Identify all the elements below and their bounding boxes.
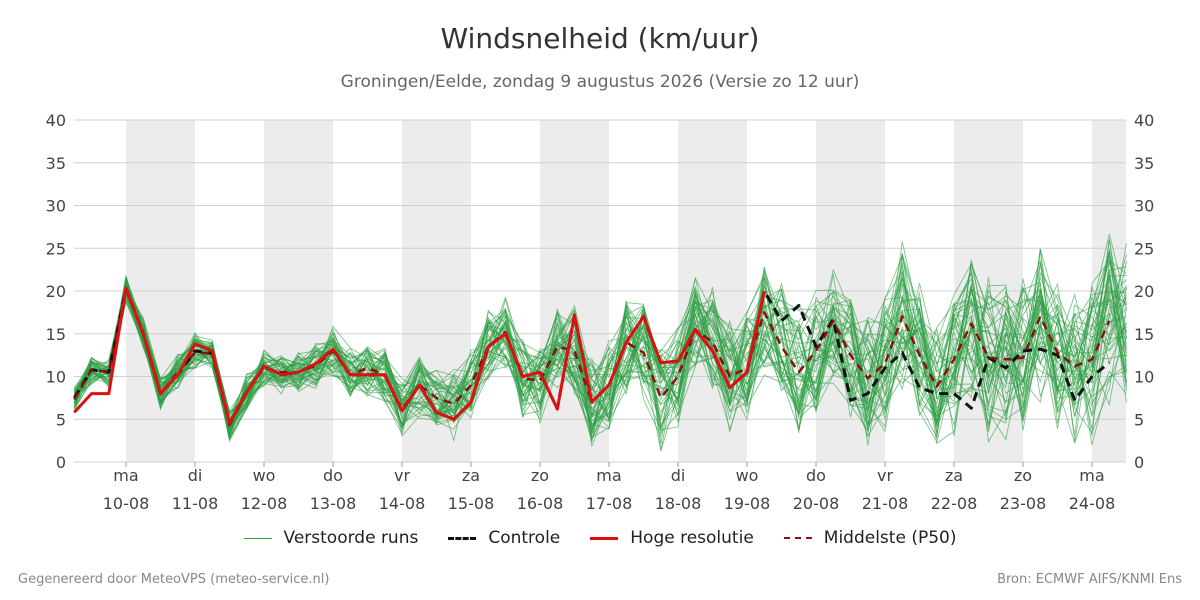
ensemble-line bbox=[73, 273, 1127, 441]
chart-title: Windsnelheid (km/uur) bbox=[440, 22, 760, 55]
y-tick-label-right: 15 bbox=[1134, 325, 1154, 344]
y-tick-label-left: 25 bbox=[46, 239, 66, 258]
x-tick-date: 14-08 bbox=[379, 494, 426, 513]
x-tick-day: vr bbox=[877, 466, 893, 485]
x-tick-day: zo bbox=[1014, 466, 1032, 485]
y-tick-label-left: 40 bbox=[46, 111, 66, 130]
y-tick-label-right: 20 bbox=[1134, 282, 1154, 301]
ensemble-line bbox=[73, 263, 1127, 428]
hoge-resolutie-line bbox=[73, 286, 766, 425]
legend-item-hoge-resolutie: Hoge resolutie bbox=[590, 528, 754, 548]
y-tick-label-right: 30 bbox=[1134, 197, 1154, 216]
x-tick-date: 11-08 bbox=[172, 494, 219, 513]
x-tick-day: wo bbox=[253, 466, 276, 485]
y-tick-label-left: 35 bbox=[46, 154, 66, 173]
y-tick-label-right: 10 bbox=[1134, 368, 1154, 387]
x-tick-day: za bbox=[462, 466, 480, 485]
ensemble-line bbox=[73, 276, 1127, 441]
y-tick-label-right: 25 bbox=[1134, 239, 1154, 258]
legend: Verstoorde runs Controle Hoge resolutie … bbox=[0, 528, 1200, 548]
y-tick-label-left: 5 bbox=[56, 410, 66, 429]
x-tick-day: ma bbox=[113, 466, 138, 485]
x-tick-date: 16-08 bbox=[517, 494, 564, 513]
legend-label-hoge-resolutie: Hoge resolutie bbox=[630, 528, 754, 548]
x-tick-date: 24-08 bbox=[1069, 494, 1116, 513]
axis-labels: 0 0 5 5 10 10 15 15 20 20 25 25 30 30 35 35 40 40 ma 10-08 d… bbox=[46, 111, 1155, 513]
x-tick-day: ma bbox=[596, 466, 621, 485]
ensemble-line bbox=[73, 238, 1127, 430]
legend-swatch-p50 bbox=[783, 537, 812, 539]
x-tick-day: ma bbox=[1079, 466, 1104, 485]
legend-swatch-ensemble bbox=[243, 537, 272, 539]
y-tick-label-left: 20 bbox=[46, 282, 66, 301]
x-tick-date: 23-08 bbox=[1000, 494, 1047, 513]
ensemble-line bbox=[73, 266, 1127, 437]
y-tick-label-right: 5 bbox=[1134, 410, 1144, 429]
x-tick-date: 13-08 bbox=[310, 494, 357, 513]
x-tick-date: 12-08 bbox=[241, 494, 288, 513]
legend-label-controle: Controle bbox=[488, 528, 561, 548]
legend-swatch-controle bbox=[448, 536, 477, 540]
legend-item-controle: Controle bbox=[448, 528, 560, 548]
x-tick-date: 15-08 bbox=[448, 494, 495, 513]
generated-by-note: Gegenereerd door MeteoVPS (meteo-service… bbox=[18, 572, 330, 587]
legend-label-p50: Middelste (P50) bbox=[823, 528, 957, 548]
legend-swatch-hoge-resolutie bbox=[590, 536, 619, 540]
chart-subtitle: Groningen/Eelde, zondag 9 augustus 2026 … bbox=[340, 72, 860, 92]
y-tick-label-left: 30 bbox=[46, 197, 66, 216]
ensemble-line bbox=[73, 274, 1127, 443]
x-tick-date: 10-08 bbox=[103, 494, 150, 513]
x-tick-date: 17-08 bbox=[586, 494, 633, 513]
ensemble-line bbox=[74, 277, 1127, 437]
y-tick-label-right: 0 bbox=[1134, 453, 1144, 472]
x-tick-date: 19-08 bbox=[724, 494, 771, 513]
ensemble-lines bbox=[73, 233, 1127, 452]
legend-label-ensemble: Verstoorde runs bbox=[283, 528, 419, 548]
x-tick-date: 20-08 bbox=[793, 494, 840, 513]
y-tick-label-left: 10 bbox=[46, 368, 66, 387]
x-tick-date: 22-08 bbox=[931, 494, 978, 513]
x-tick-day: za bbox=[945, 466, 963, 485]
p50-line bbox=[73, 287, 1111, 427]
x-tick-day: do bbox=[323, 466, 343, 485]
x-tick-day: wo bbox=[736, 466, 759, 485]
legend-item-ensemble: Verstoorde runs bbox=[243, 528, 419, 548]
ensemble-line bbox=[73, 272, 1127, 422]
ensemble-line bbox=[73, 286, 1127, 446]
y-tick-label-left: 15 bbox=[46, 325, 66, 344]
x-tick-date: 21-08 bbox=[862, 494, 909, 513]
source-note: Bron: ECMWF AIFS/KNMI Ens bbox=[997, 572, 1182, 587]
main-series bbox=[73, 286, 1111, 427]
x-tick-day: di bbox=[188, 466, 203, 485]
y-tick-label-right: 40 bbox=[1134, 111, 1154, 130]
x-tick-day: di bbox=[671, 466, 686, 485]
y-tick-label-left: 0 bbox=[56, 453, 66, 472]
y-tick-label-right: 35 bbox=[1134, 154, 1154, 173]
x-tick-day: vr bbox=[394, 466, 410, 485]
legend-item-p50: Middelste (P50) bbox=[783, 528, 957, 548]
x-tick-day: do bbox=[806, 466, 826, 485]
x-tick-date: 18-08 bbox=[655, 494, 702, 513]
x-tick-day: zo bbox=[531, 466, 549, 485]
